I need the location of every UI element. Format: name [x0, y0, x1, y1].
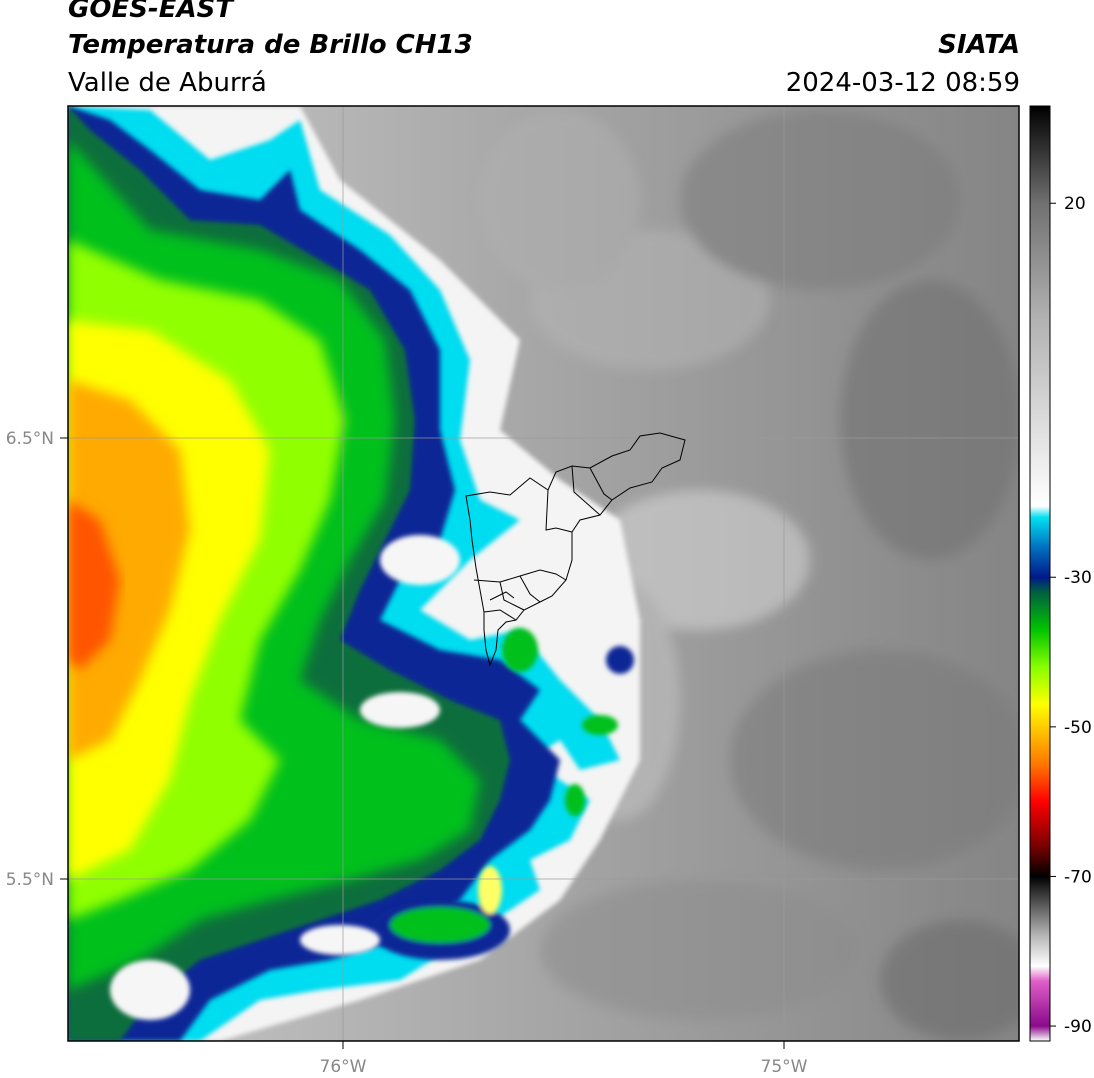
colorbar-bar: [1029, 105, 1051, 1042]
longitude-tick-labels: 76°W 75°W: [320, 1041, 808, 1077]
colorbar-ticks: 20 -30 -50 -70 -90: [1050, 194, 1092, 1037]
colorbar-tick-label: -50: [1064, 718, 1092, 738]
colorbar: 20 -30 -50 -70 -90: [1029, 105, 1092, 1042]
product-title: Temperatura de Brillo CH13: [68, 30, 473, 60]
lat-tick-label-6.5: 6.5°N: [6, 429, 54, 449]
lon-tick-label-75: 75°W: [761, 1057, 808, 1077]
lat-tick-label-5.5: 5.5°N: [6, 870, 54, 890]
colorbar-tick-label: 20: [1064, 194, 1086, 214]
colorbar-tick-label: -90: [1064, 1017, 1092, 1037]
valle-de-aburra-boundaries: [465, 432, 686, 667]
satellite-title: GOES-EAST: [68, 0, 234, 24]
timestamp-label: 2024-03-12 08:59: [785, 68, 1020, 98]
latitude-tick-labels: 6.5°N 5.5°N: [6, 429, 68, 890]
region-title: Valle de Aburrá: [68, 68, 267, 98]
organization-label: SIATA: [938, 30, 1020, 60]
map-frame: [67, 105, 1020, 1042]
brightness-temperature-field: [68, 106, 1019, 1041]
map-gridlines: [68, 106, 1019, 1041]
lon-tick-label-76: 76°W: [320, 1057, 367, 1077]
colorbar-tick-label: -70: [1064, 867, 1092, 887]
colorbar-tick-label: -30: [1064, 568, 1092, 588]
